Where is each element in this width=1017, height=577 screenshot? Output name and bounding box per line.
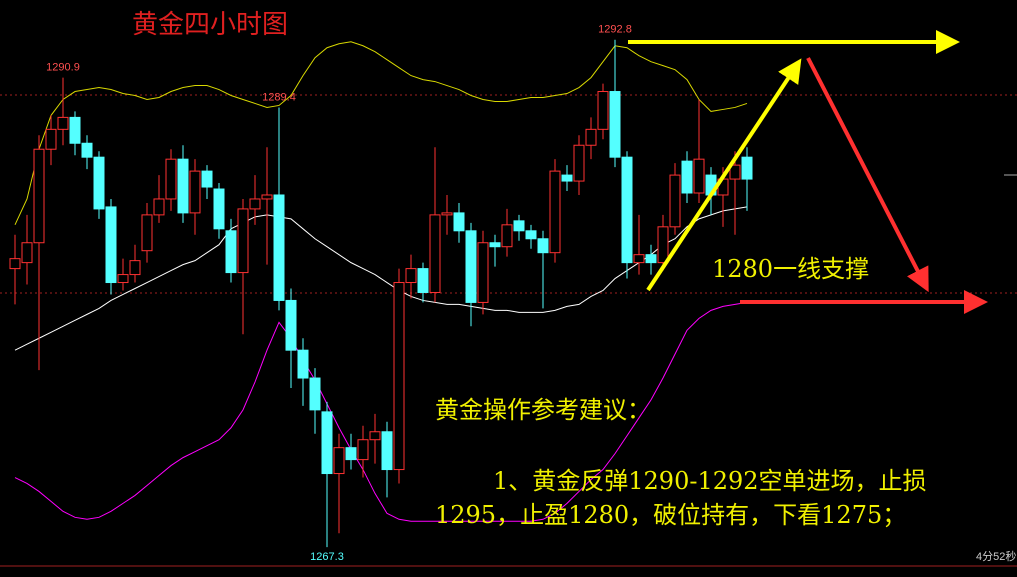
arrow xyxy=(646,58,802,292)
candle-body xyxy=(585,128,597,146)
candle-body xyxy=(561,174,573,182)
candle-body xyxy=(21,242,33,264)
support-note: 1280一线支撑 xyxy=(712,255,870,283)
candle-body xyxy=(693,158,705,194)
candle-body xyxy=(33,148,45,244)
candle-body xyxy=(141,214,153,252)
candle-body xyxy=(741,156,753,180)
candle-body xyxy=(573,144,585,182)
candle-body xyxy=(393,282,405,471)
candle-body xyxy=(441,212,453,216)
candle-body xyxy=(237,208,249,274)
candle-body xyxy=(9,258,21,270)
candle-body xyxy=(249,198,261,210)
candle-body xyxy=(417,268,429,293)
candle-body xyxy=(57,116,69,130)
advice-title: 黄金操作参考建议： xyxy=(435,396,651,424)
candle-body xyxy=(525,230,537,240)
candle-body xyxy=(345,447,357,461)
low-label: 1267.3 xyxy=(310,551,344,563)
candle-body xyxy=(477,242,489,303)
high-label: 1289.4 xyxy=(262,91,296,103)
candle-body xyxy=(93,156,105,210)
candle-body xyxy=(285,299,297,351)
candle-body xyxy=(117,274,129,284)
candle-body xyxy=(261,194,273,200)
candle-body xyxy=(273,194,285,301)
candle-body xyxy=(429,214,441,293)
candle-body xyxy=(297,349,309,379)
timer: 4分52秒 xyxy=(976,549,1016,563)
candle-body xyxy=(645,254,657,264)
candle-body xyxy=(633,254,645,264)
high-label: 1292.8 xyxy=(598,24,632,36)
high-label: 1290.9 xyxy=(46,62,80,74)
chart-title: 黄金四小时图 xyxy=(132,10,288,40)
candle-body xyxy=(501,224,513,248)
candle-body xyxy=(513,220,525,232)
candle-body xyxy=(357,439,369,461)
band-line xyxy=(14,301,748,522)
advice-body: 1、黄金反弹1290-1292空单进场，止损1295，止盈1280，破位持有，下… xyxy=(435,467,927,529)
candle-body xyxy=(669,174,681,228)
arrow xyxy=(806,57,929,293)
candle-body xyxy=(465,230,477,303)
band-line xyxy=(14,41,748,226)
candle-body xyxy=(105,206,117,284)
candle-body xyxy=(45,128,57,150)
candle-body xyxy=(621,156,633,264)
candle-body xyxy=(177,158,189,214)
candle-body xyxy=(729,164,741,180)
candle-body xyxy=(189,170,201,214)
band-line xyxy=(14,206,748,351)
candle-body xyxy=(333,447,345,475)
candle-body xyxy=(681,160,693,194)
candle-body xyxy=(165,158,177,200)
candle-body xyxy=(489,242,501,248)
candle-body xyxy=(201,170,213,188)
candle-body xyxy=(597,91,609,130)
candle-body xyxy=(309,377,321,411)
candle-body xyxy=(609,91,621,158)
candle-body xyxy=(225,230,237,274)
candle-body xyxy=(153,198,165,216)
candle-body xyxy=(81,142,93,158)
candle-body xyxy=(453,212,465,232)
candle-body xyxy=(213,188,225,230)
candle-body xyxy=(405,268,417,284)
candle-body xyxy=(129,260,141,276)
candle-body xyxy=(69,116,81,144)
candle-body xyxy=(657,226,669,264)
candle-body xyxy=(549,170,561,254)
candle-body xyxy=(321,411,333,475)
candle-body xyxy=(369,431,381,441)
candle-body xyxy=(537,238,549,254)
candle-body xyxy=(381,431,393,471)
